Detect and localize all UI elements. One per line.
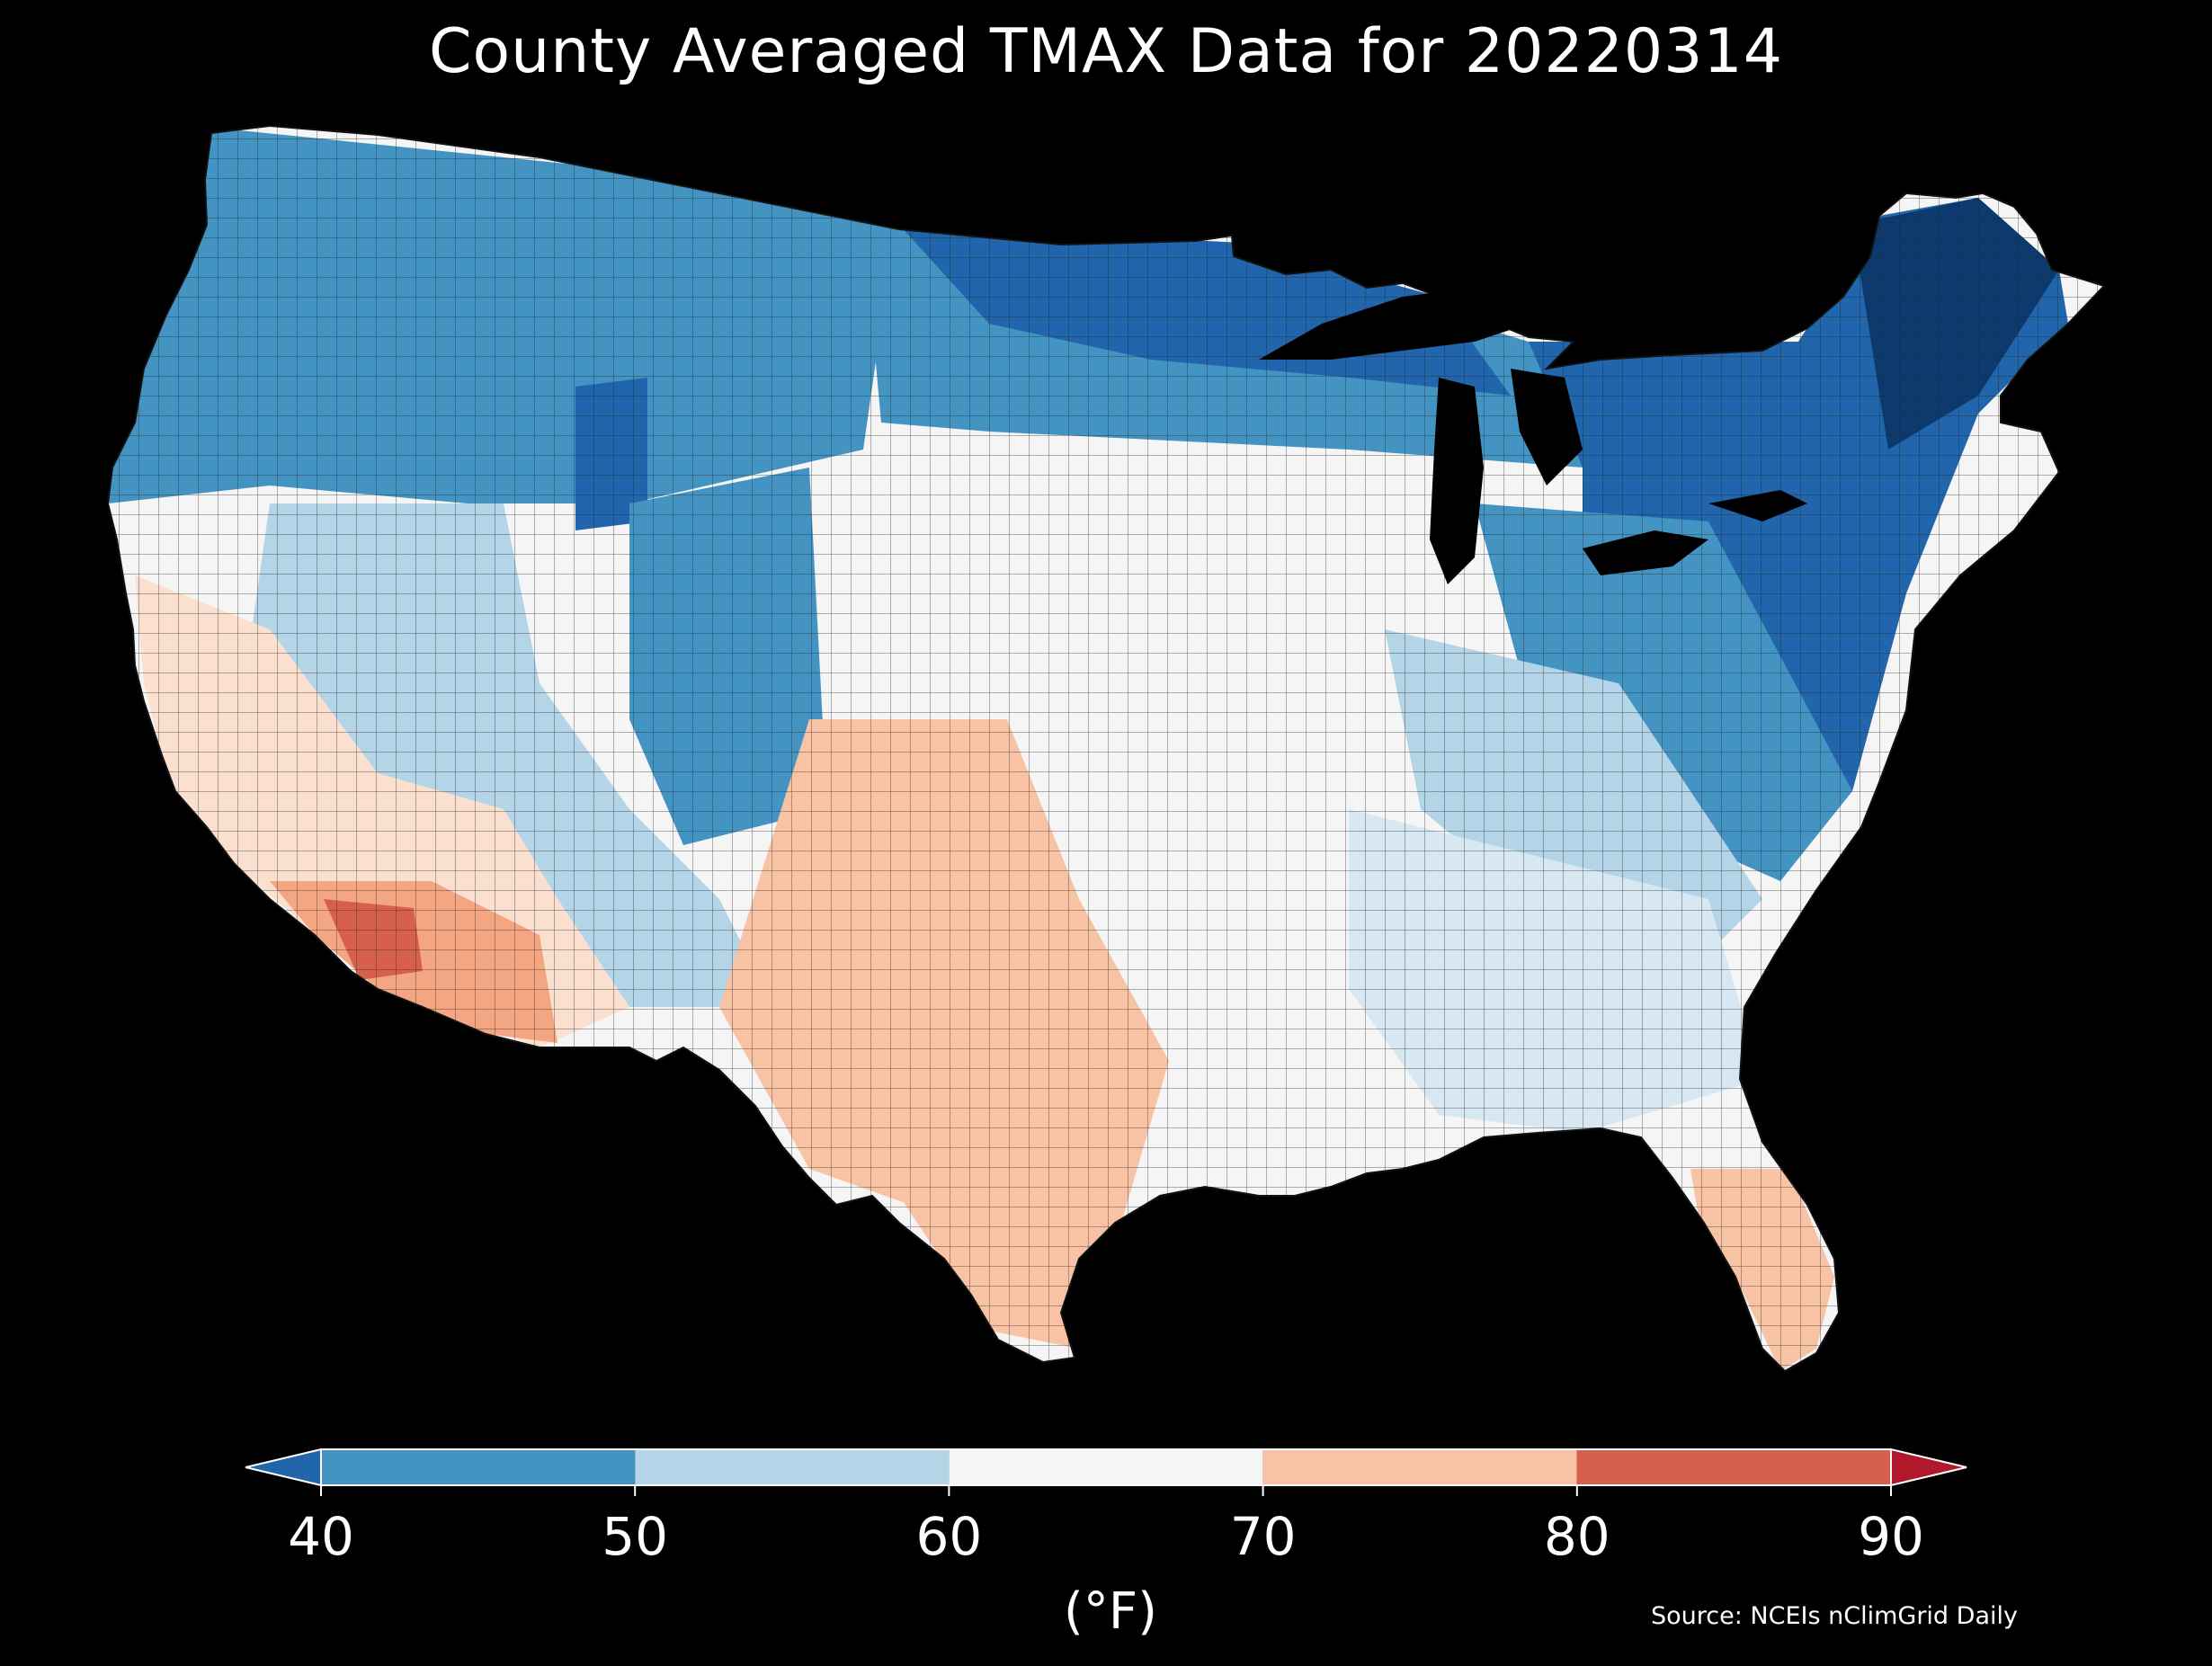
colorbar-tick-label: 40 (288, 1506, 354, 1567)
colorbar-extend-low (245, 1448, 322, 1487)
lake-ontario (1708, 490, 1807, 521)
lake-huron (1511, 369, 1583, 486)
colorbar-tick-label: 70 (1229, 1506, 1297, 1567)
lake-superior (1259, 288, 1529, 360)
lake-erie (1583, 530, 1708, 575)
colorbar-tick-label: 90 (1858, 1506, 1924, 1567)
us-outline (106, 124, 2106, 1373)
map-title: County Averaged TMAX Data for 20220314 (429, 16, 1783, 87)
colorbar-tick-label: 50 (602, 1506, 669, 1567)
colorbar-bin (1262, 1449, 1577, 1485)
colorbar-bin (635, 1449, 950, 1485)
colorbar-tick-label: 60 (915, 1506, 983, 1567)
colorbar-unit-label: (°F) (1064, 1582, 1157, 1641)
colorbar-bin (1576, 1449, 1891, 1485)
colorbar-frame (320, 1448, 1892, 1486)
lake-michigan (1430, 378, 1484, 584)
colorbar-tick-label: 80 (1543, 1506, 1610, 1567)
source-note: Source: NCEIs nClimGrid Daily (1651, 1602, 2018, 1630)
colorbar-extend-high (1890, 1448, 1967, 1487)
colorbar-bin (321, 1449, 636, 1485)
colorbar-bin (949, 1449, 1263, 1485)
